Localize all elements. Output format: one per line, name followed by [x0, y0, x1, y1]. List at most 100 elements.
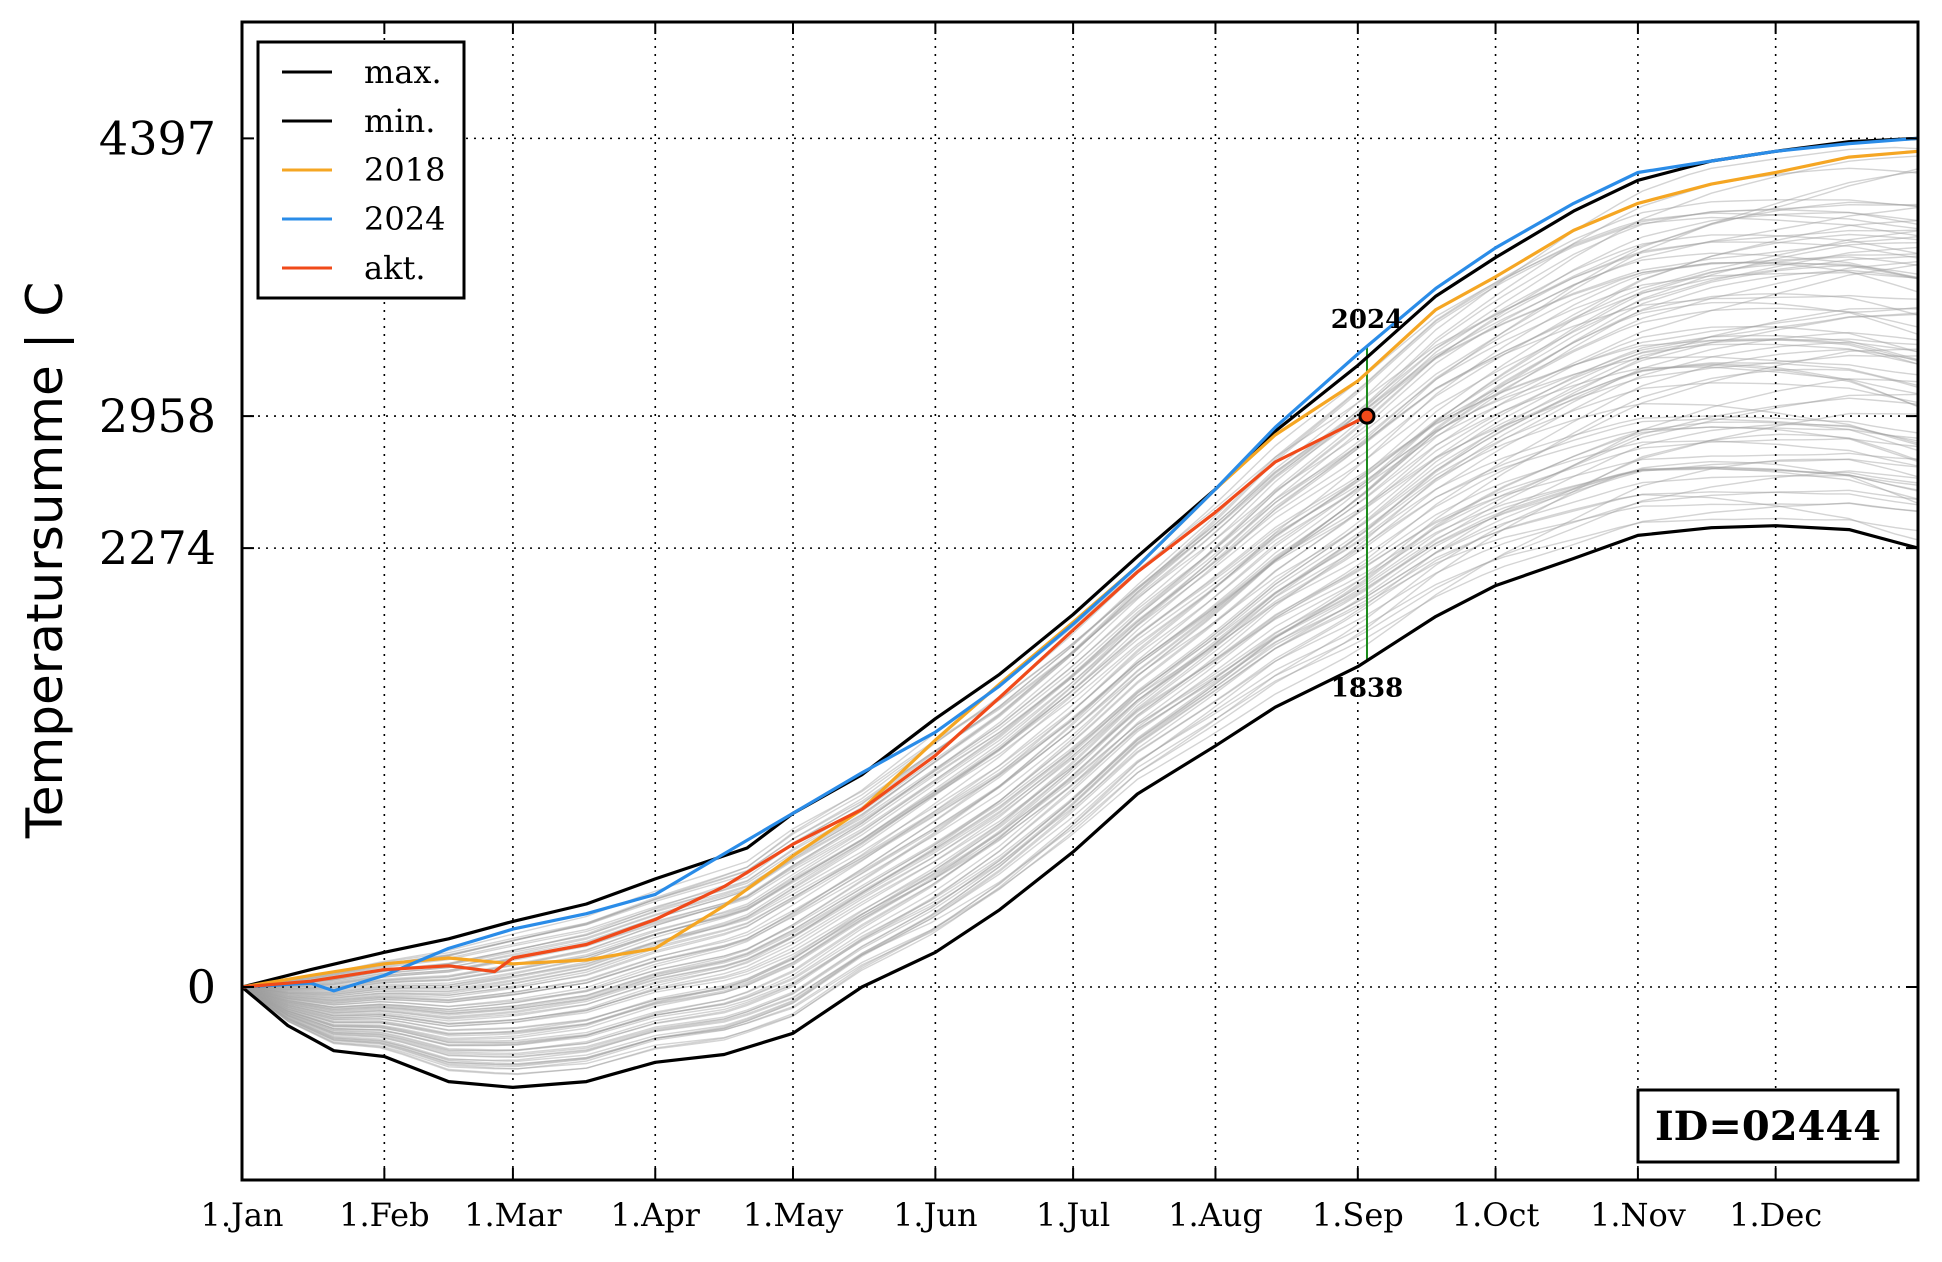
background-year-line [241, 246, 1919, 992]
background-year-line [241, 229, 1919, 988]
legend: max. min. 2018 2024 akt. [256, 40, 466, 300]
background-year-line [241, 397, 1919, 1041]
background-year-line [241, 264, 1919, 1000]
annotation-top-label: 2024 [1331, 305, 1403, 335]
background-year-line [241, 219, 1919, 990]
background-year-line [241, 261, 1919, 992]
series-line-2018 [241, 149, 1919, 989]
series-group [240, 136, 1919, 1089]
legend-label: max. [364, 53, 442, 91]
background-year-line [241, 440, 1919, 1044]
x-tick-label: 1.Aug [1168, 1196, 1263, 1234]
x-tick-label: 1.Jan [200, 1196, 283, 1234]
background-year-line [241, 199, 1919, 988]
background-year-line [241, 146, 1919, 988]
background-year-line [241, 433, 1919, 1062]
x-tick-label: 1.Apr [611, 1196, 701, 1234]
y-axis-title: Temperatursumme | C [16, 282, 74, 840]
legend-label: akt. [364, 249, 426, 287]
background-year-line [241, 362, 1919, 1020]
x-tick-label: 1.Jun [893, 1196, 978, 1234]
x-tick-label: 1.Sep [1312, 1196, 1404, 1234]
station-id-box: ID=02444 [1636, 1088, 1900, 1164]
background-year-line [241, 415, 1919, 1032]
background-year-line [241, 203, 1919, 988]
background-year-line [241, 301, 1919, 1005]
background-year-line [241, 263, 1919, 997]
background-years-group [241, 146, 1919, 1076]
background-year-line [241, 466, 1919, 1055]
series-line-max [241, 136, 1919, 989]
background-year-line [241, 206, 1919, 988]
background-year-line [241, 343, 1919, 1013]
y-tick-label: 2274 [99, 521, 216, 575]
background-year-line [241, 402, 1919, 1031]
plot-frame [240, 20, 1920, 1182]
legend-label: 2018 [364, 151, 445, 189]
background-year-line [241, 474, 1919, 1058]
background-year-line [241, 338, 1919, 1003]
background-year-line [241, 341, 1919, 1022]
background-year-line [241, 334, 1919, 1015]
background-year-line [241, 363, 1919, 1028]
background-year-line [241, 364, 1919, 1025]
background-year-line [241, 269, 1919, 1001]
current-value-point [1358, 407, 1376, 425]
background-year-line [241, 294, 1919, 993]
y-tick-label: 0 [187, 960, 216, 1014]
background-year-line [241, 354, 1919, 1012]
background-year-line [241, 348, 1919, 1026]
background-year-line [241, 339, 1919, 1019]
background-year-line [241, 412, 1919, 1047]
background-year-line [241, 418, 1919, 1035]
background-year-line [241, 502, 1919, 1076]
background-year-line [241, 242, 1919, 995]
x-tick-label: 1.Nov [1590, 1196, 1686, 1234]
background-year-line [241, 421, 1919, 1046]
background-year-line [241, 426, 1919, 1047]
series-line-akt [241, 414, 1368, 989]
x-tick-label: 1.May [743, 1196, 843, 1234]
background-year-line [241, 338, 1919, 1016]
station-id-frame [1636, 1088, 1900, 1164]
background-year-line [241, 366, 1919, 1015]
background-year-line [241, 260, 1919, 996]
background-year-line [241, 307, 1919, 1004]
background-year-line [241, 356, 1919, 1008]
background-year-line [241, 325, 1919, 1011]
series-line-min [240, 524, 1919, 1089]
legend-label: 2024 [364, 200, 445, 238]
background-year-line [241, 216, 1919, 988]
background-year-line [241, 517, 1919, 1075]
background-year-line [241, 170, 1919, 988]
y-tick-label: 2958 [99, 389, 216, 443]
background-year-line [241, 155, 1919, 988]
background-year-line [241, 209, 1919, 988]
background-year-line [241, 263, 1919, 999]
x-tick-label: 1.Dec [1729, 1196, 1822, 1234]
station-id-label: ID=02444 [1655, 1103, 1881, 1150]
grid-group [242, 22, 1918, 1180]
background-year-line [241, 211, 1919, 988]
series-line-2024 [241, 136, 1919, 993]
background-year-line [241, 460, 1919, 1066]
background-year-line [241, 458, 1919, 1052]
background-year-line [241, 167, 1919, 988]
background-year-line [241, 233, 1919, 994]
x-tick-label: 1.Feb [339, 1196, 429, 1234]
x-tick-label: 1.Mar [464, 1196, 562, 1234]
ticks-group: 1.Jan 1.Feb 1.Mar 1.Apr 1.May 1.Jun 1.Jul 1.Aug… [99, 22, 1918, 1234]
background-year-line [241, 502, 1919, 1065]
annotation-bottom-label: 1838 [1331, 674, 1403, 704]
background-year-line [241, 437, 1919, 1042]
background-year-line [241, 201, 1919, 988]
background-year-line [241, 452, 1919, 1044]
background-year-line [241, 262, 1919, 996]
background-year-line [241, 241, 1919, 989]
y-tick-label: 4397 [99, 111, 216, 165]
background-year-line [241, 271, 1919, 991]
background-year-line [241, 212, 1919, 988]
x-tick-label: 1.Oct [1452, 1196, 1540, 1234]
